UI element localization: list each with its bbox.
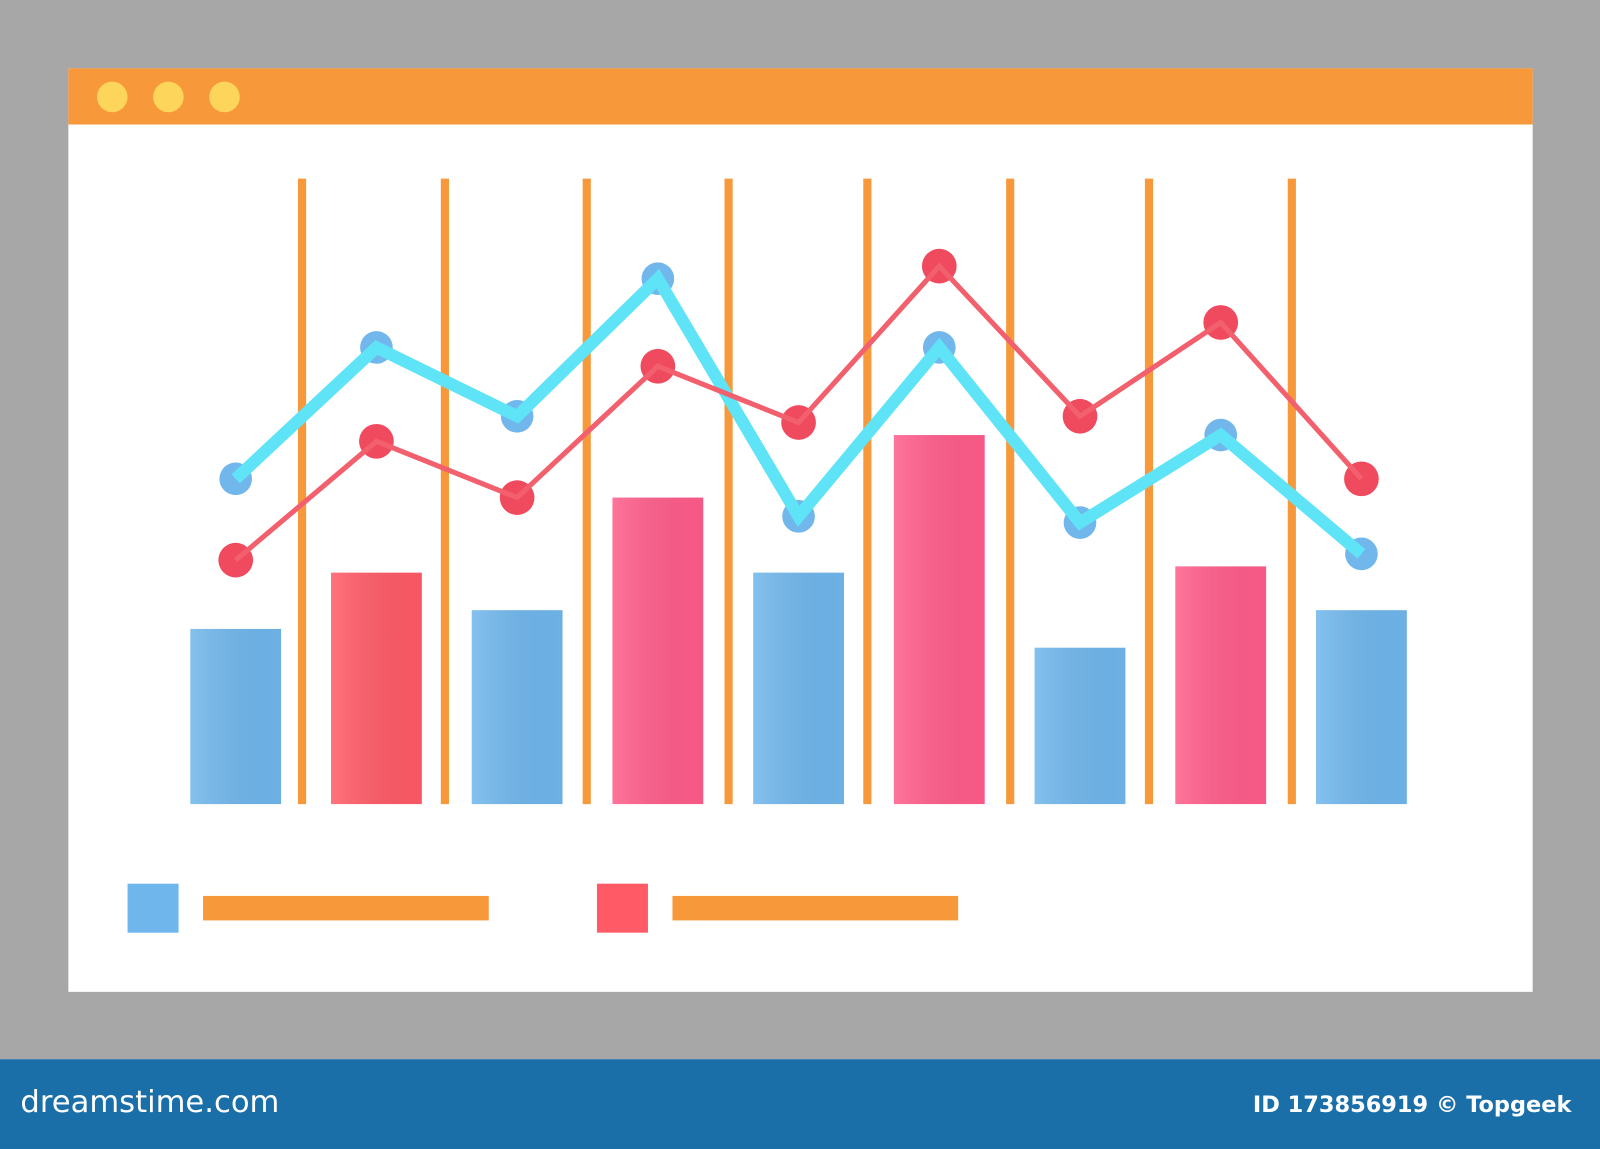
window-dot[interactable] [96, 81, 128, 113]
legend-line [203, 895, 489, 921]
bar-shade [471, 610, 563, 805]
bar-shade [331, 572, 422, 805]
lines [218, 248, 1379, 578]
bars [190, 435, 1407, 805]
brand[interactable]: dreamstime.com [20, 1085, 279, 1120]
bar-shade [753, 572, 844, 805]
legend-swatch [127, 883, 179, 933]
series [219, 262, 1378, 571]
bar-shade [1316, 610, 1407, 805]
bar-shade [1034, 647, 1126, 805]
bar-shade [893, 435, 985, 805]
legend-line [672, 895, 959, 921]
line [234, 262, 1364, 563]
line [231, 268, 1366, 559]
window-dot[interactable] [209, 81, 240, 113]
series [218, 248, 1379, 578]
title-bar [68, 68, 1533, 125]
legend [127, 883, 648, 933]
footer-bar [0, 1059, 1600, 1149]
credit: ID 173856919 © Topgeek [1253, 1092, 1573, 1118]
bar-shade [612, 497, 704, 805]
legend-swatch [596, 883, 648, 933]
bar-shade [1175, 566, 1267, 805]
bar-shade [190, 628, 282, 805]
window-dot[interactable] [153, 81, 184, 113]
